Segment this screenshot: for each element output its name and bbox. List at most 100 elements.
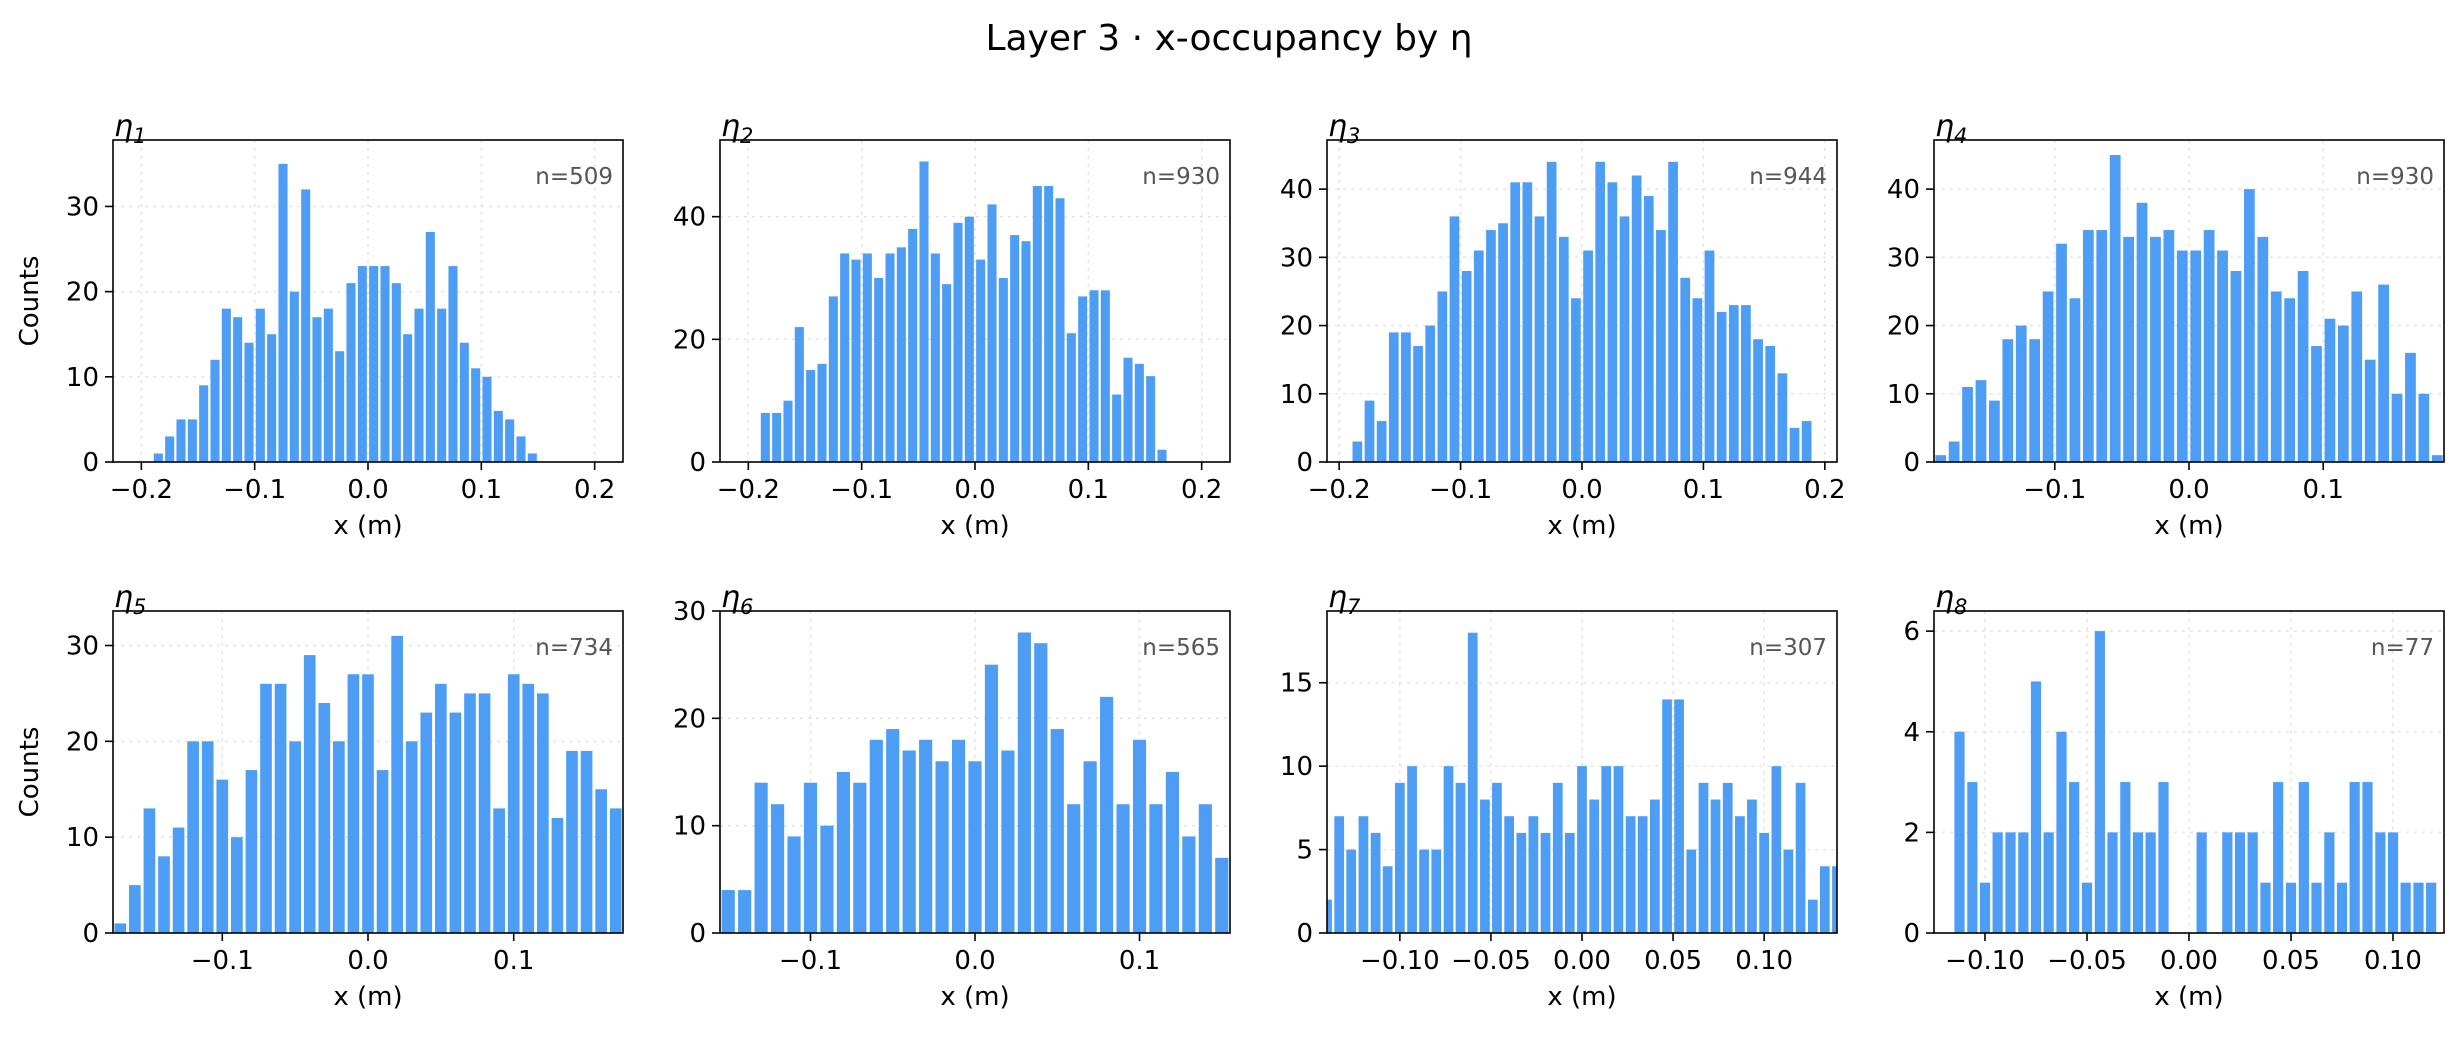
bar — [2082, 230, 2094, 462]
bar — [976, 259, 986, 462]
sample-count-label: n=509 — [535, 164, 613, 190]
bar — [1498, 223, 1508, 462]
bar — [2364, 359, 2376, 462]
bar — [449, 712, 462, 933]
bar — [2351, 291, 2363, 462]
bar — [1370, 832, 1381, 933]
bar — [1358, 816, 1369, 933]
bar — [2150, 236, 2161, 462]
bar — [2311, 882, 2322, 933]
bar — [2056, 731, 2067, 933]
bar — [754, 782, 768, 933]
y-tick-label: 20 — [673, 704, 706, 734]
y-tick-label: 10 — [1887, 380, 1920, 410]
x-tick-label: −0.1 — [2023, 475, 2086, 505]
bar — [1692, 298, 1703, 462]
bar — [1486, 230, 1496, 462]
bar — [1516, 832, 1527, 933]
bars — [1935, 155, 2443, 462]
bar — [566, 750, 578, 933]
x-tick-label: −0.1 — [1429, 475, 1492, 505]
x-tick-label: −0.10 — [1945, 946, 2025, 976]
bar — [1346, 849, 1357, 933]
bar — [1134, 363, 1144, 462]
bar — [1001, 750, 1015, 933]
bar — [1954, 731, 1965, 933]
bar — [1437, 291, 1448, 462]
bar — [1165, 772, 1179, 933]
bar — [255, 308, 265, 462]
bar — [347, 674, 360, 933]
bar — [951, 739, 966, 933]
bar — [2431, 455, 2443, 462]
bar — [1801, 421, 1812, 462]
y-tick-label: 2 — [1903, 818, 1920, 848]
bar — [2176, 250, 2188, 462]
bar — [1625, 816, 1636, 933]
bar — [1601, 766, 1612, 933]
bar — [1089, 290, 1099, 462]
x-tick-label: 0.00 — [1553, 946, 1611, 976]
bar — [1607, 182, 1618, 462]
panel-title: η2 — [721, 109, 753, 148]
bar — [851, 259, 861, 462]
bar — [267, 334, 277, 462]
bar — [1534, 216, 1545, 462]
bars — [153, 163, 537, 462]
bar — [1112, 394, 1122, 462]
bars — [1352, 161, 1812, 462]
x-tick-label: 0.10 — [1735, 946, 1793, 976]
bar — [886, 729, 900, 933]
x-tick-label: −0.10 — [1360, 946, 1440, 976]
bar — [323, 308, 333, 462]
bar — [1967, 782, 1978, 933]
bar — [1066, 333, 1076, 462]
x-tick-label: 0.05 — [1644, 946, 1702, 976]
bar — [2190, 250, 2202, 462]
y-tick-label: 40 — [1887, 175, 1920, 205]
bar — [760, 412, 770, 462]
x-tick-label: 0.1 — [461, 475, 502, 505]
bar — [143, 808, 156, 933]
bar — [303, 655, 316, 933]
bar — [425, 232, 435, 462]
y-tick-label: 10 — [66, 363, 99, 393]
bar — [1595, 161, 1606, 462]
bar — [153, 453, 163, 462]
panel-title: η8 — [1935, 580, 1967, 619]
bar — [1455, 782, 1466, 933]
panel-title: η3 — [1328, 109, 1360, 148]
bar — [507, 674, 520, 933]
x-tick-label: 0.00 — [2160, 946, 2218, 976]
bar — [2324, 832, 2335, 933]
bar — [1083, 761, 1097, 933]
bar — [1680, 277, 1691, 462]
bar — [836, 772, 850, 933]
x-tick-label: −0.1 — [223, 475, 286, 505]
y-tick-label: 0 — [1296, 919, 1313, 949]
bar — [609, 808, 622, 933]
bar — [2247, 832, 2258, 933]
x-tick-label: −0.1 — [830, 475, 893, 505]
bar — [1055, 198, 1065, 462]
bar — [820, 825, 834, 933]
bar — [2260, 882, 2271, 933]
bar — [2270, 291, 2282, 462]
bar — [1522, 182, 1533, 462]
bar — [2002, 339, 2014, 462]
bar — [2391, 393, 2403, 462]
bar — [391, 283, 401, 462]
bar — [987, 204, 997, 462]
bar — [2136, 202, 2148, 462]
bar — [998, 278, 1008, 462]
x-axis-label: x (m) — [2154, 511, 2223, 541]
x-axis-label: x (m) — [333, 511, 402, 541]
bar — [2375, 832, 2386, 933]
panel-title: η1 — [114, 109, 146, 148]
bar — [1771, 766, 1782, 933]
x-tick-label: 0.0 — [347, 946, 388, 976]
bar — [862, 253, 872, 462]
bar — [2094, 631, 2105, 933]
bar — [1631, 175, 1642, 462]
x-tick-label: 0.0 — [1561, 475, 1602, 505]
